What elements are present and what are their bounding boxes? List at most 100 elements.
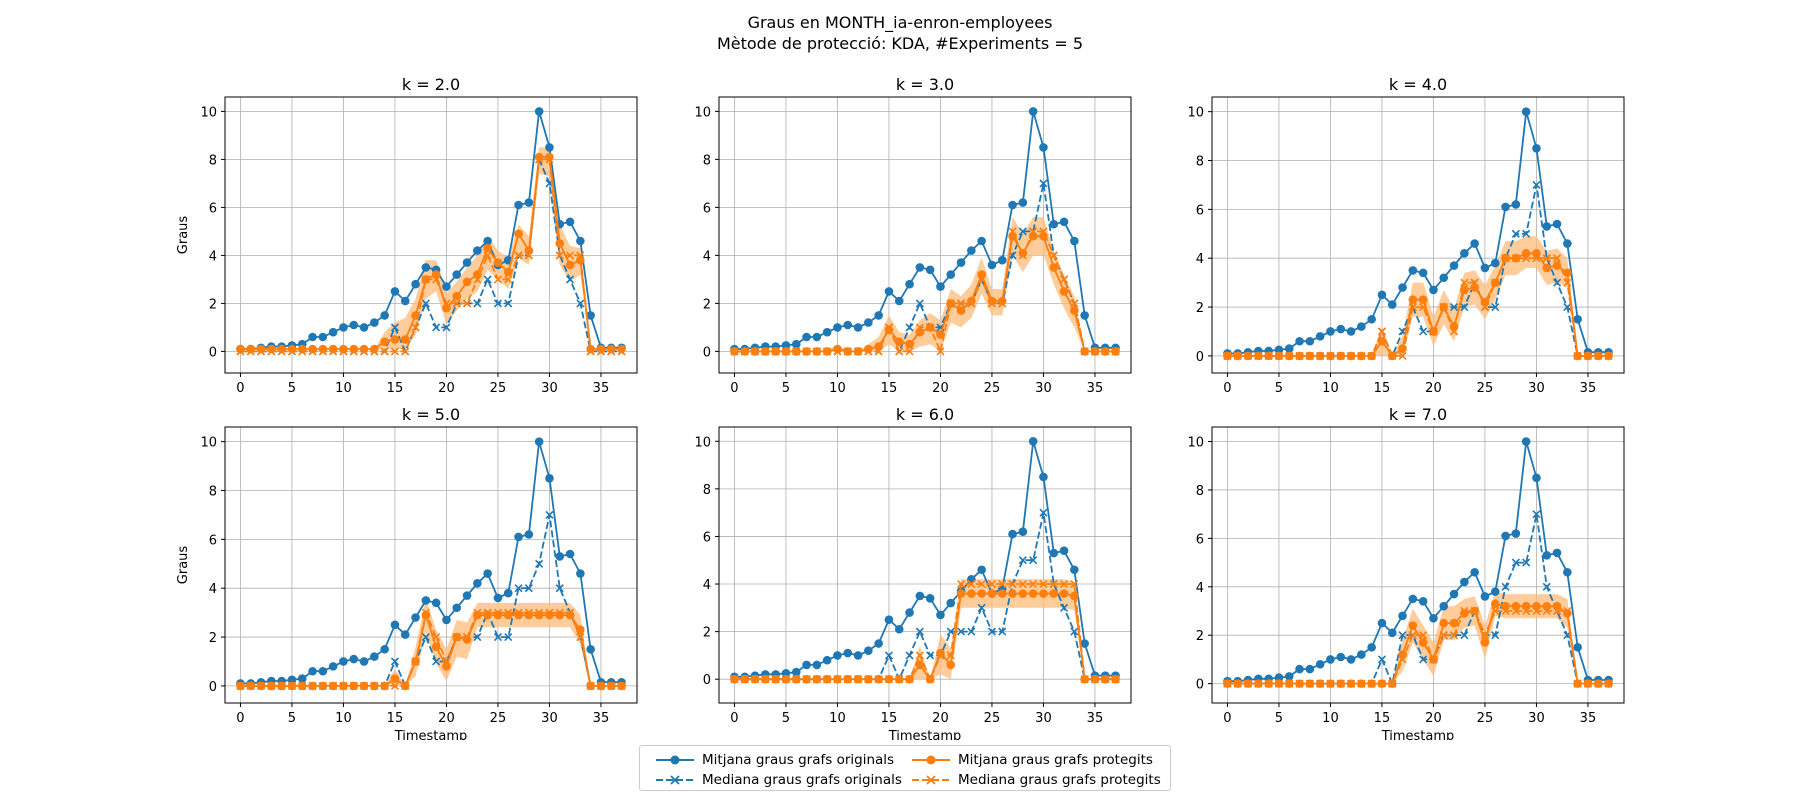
point-mean-protected: [946, 660, 956, 670]
point-mean-original: [894, 624, 904, 634]
point-median-protected: [823, 347, 832, 356]
point-mean-original: [1398, 283, 1407, 292]
point-median-protected: [329, 347, 338, 356]
point-median-protected: [493, 608, 503, 617]
point-mean-original: [328, 662, 338, 671]
point-mean-protected: [555, 239, 565, 248]
point-mean-protected: [462, 635, 472, 644]
point-median-protected: [730, 675, 739, 684]
point-median-protected: [750, 347, 760, 356]
point-median-protected: [1243, 679, 1253, 688]
point-mean-original: [576, 236, 585, 246]
x-tick-label: 10: [1322, 381, 1339, 396]
point-median-protected: [504, 608, 513, 617]
point-mean-original: [1295, 664, 1304, 674]
point-median-protected: [1367, 679, 1376, 688]
point-mean-protected: [1480, 638, 1490, 647]
x-tick-label: 0: [236, 711, 244, 726]
point-mean-original: [1573, 643, 1582, 652]
x-tick-label: 35: [1087, 381, 1104, 396]
x-tick-label: 30: [1035, 711, 1052, 726]
point-mean-protected: [1049, 589, 1059, 598]
point-median-protected: [781, 347, 791, 356]
point-mean-original: [864, 646, 873, 655]
point-median-protected: [432, 632, 441, 642]
point-mean-protected: [936, 330, 945, 339]
point-median-protected: [452, 632, 461, 642]
point-median-original: [1511, 558, 1520, 567]
subplot-title: k = 4.0: [1389, 75, 1447, 94]
point-median-protected: [1532, 606, 1541, 616]
point-median-protected: [781, 675, 791, 684]
point-median-protected: [1552, 606, 1562, 616]
point-mean-original: [1429, 285, 1438, 295]
point-mean-original: [339, 657, 348, 666]
point-median-protected: [318, 681, 327, 690]
point-median-protected: [771, 347, 780, 356]
point-mean-original: [791, 339, 801, 349]
point-mean-original: [1357, 322, 1366, 331]
point-mean-original: [1049, 548, 1059, 558]
point-median-original: [1460, 631, 1469, 640]
point-median-protected: [246, 681, 255, 690]
point-median-protected: [1111, 675, 1120, 684]
point-median-original: [1532, 510, 1541, 519]
point-mean-protected: [1490, 599, 1500, 609]
point-mean-original: [946, 598, 956, 608]
point-median-protected: [411, 657, 420, 666]
subplot-title: k = 5.0: [402, 405, 460, 424]
point-median-protected: [535, 155, 544, 164]
point-median-protected: [617, 347, 626, 356]
point-mean-original: [936, 610, 945, 620]
point-mean-original: [545, 473, 554, 483]
y-tick-label: 6: [703, 530, 711, 545]
point-median-protected: [318, 347, 327, 356]
legend-swatch-mean-original: [656, 755, 694, 765]
point-mean-original: [1511, 529, 1521, 538]
point-median-protected: [1470, 278, 1479, 287]
point-mean-original: [1542, 551, 1552, 560]
point-median-protected: [493, 275, 503, 284]
point-mean-protected: [977, 589, 986, 598]
series-line-median-protected: [1227, 257, 1609, 357]
point-mean-original: [483, 569, 492, 578]
x-tick-label: 5: [782, 711, 790, 726]
point-mean-original: [421, 263, 431, 272]
y-tick-label: 8: [209, 485, 217, 500]
point-median-protected: [1594, 351, 1603, 360]
point-mean-original: [884, 287, 894, 296]
point-mean-original: [1490, 587, 1500, 596]
point-mean-original: [1367, 643, 1376, 652]
point-mean-original: [864, 318, 873, 327]
point-median-protected: [1039, 579, 1048, 589]
point-median-protected: [1295, 351, 1304, 360]
point-mean-original: [1532, 473, 1541, 483]
point-median-protected: [936, 651, 945, 660]
point-median-protected: [1542, 606, 1551, 616]
point-median-protected: [298, 347, 307, 356]
point-mean-original: [318, 332, 328, 342]
x-tick-label: 25: [984, 381, 1001, 396]
point-mean-original: [483, 236, 492, 246]
point-median-protected: [1070, 299, 1079, 308]
point-mean-original: [1059, 546, 1069, 556]
point-mean-original: [1429, 613, 1438, 623]
point-mean-original: [534, 107, 544, 116]
point-median-protected: [1542, 254, 1551, 263]
point-median-protected: [473, 275, 482, 284]
point-mean-original: [977, 565, 986, 575]
point-mean-original: [1080, 311, 1089, 320]
point-median-protected: [1336, 351, 1345, 360]
point-mean-original: [442, 282, 451, 291]
point-median-protected: [256, 681, 266, 690]
point-median-protected: [390, 681, 400, 690]
point-median-original: [421, 299, 430, 308]
point-median-protected: [1357, 679, 1366, 688]
point-mean-original: [1552, 548, 1562, 558]
point-median-original: [1039, 179, 1048, 188]
subplot-6: 0 5 10 15 20 25 30 35 0 2 4 6 8 10 k = 7.0 Timestamp: [1187, 405, 1625, 740]
point-median-protected: [370, 681, 379, 690]
point-mean-original: [359, 323, 369, 332]
point-median-protected: [514, 608, 523, 617]
point-mean-original: [349, 320, 359, 330]
